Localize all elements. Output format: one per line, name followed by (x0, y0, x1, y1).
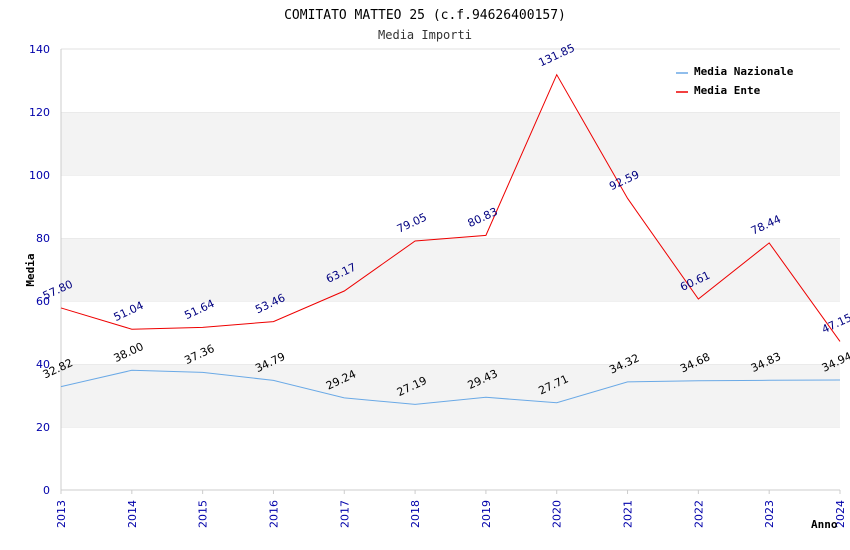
y-tick-label: 100 (29, 169, 50, 182)
chart-subtitle: Media Importi (378, 28, 472, 42)
grid-band (61, 238, 840, 301)
y-ticks: 0 20 40 60 80 100 120 140 (29, 43, 50, 497)
legend-label-media-ente: Media Ente (694, 84, 761, 97)
grid-band (61, 427, 840, 490)
x-ticks: 2013 2014 2015 2016 2017 2018 2019 2020 2021 2022… (55, 490, 847, 528)
x-tick-label: 2021 (622, 500, 635, 528)
x-tick-label: 2016 (267, 500, 280, 528)
x-tick-label: 2017 (338, 500, 351, 528)
x-tick-label: 2022 (692, 500, 705, 528)
grid-bands (61, 48, 840, 490)
x-tick-label: 2024 (834, 500, 847, 528)
x-tick-label: 2023 (763, 500, 776, 528)
y-tick-label: 40 (36, 358, 50, 371)
x-tick-label: 2014 (126, 500, 139, 528)
grid-band (61, 49, 840, 112)
x-tick-label: 2013 (55, 500, 68, 528)
grid-band (61, 364, 840, 427)
legend: Media Nazionale Media Ente (676, 65, 794, 97)
grid-band (61, 112, 840, 175)
grid-band (61, 301, 840, 364)
x-tick-label: 2020 (551, 500, 564, 528)
y-tick-label: 120 (29, 106, 50, 119)
y-tick-label: 60 (36, 295, 50, 308)
y-tick-label: 140 (29, 43, 50, 56)
y-axis-label: Media (24, 253, 37, 286)
axes (60, 49, 840, 491)
legend-label-media-nazionale: Media Nazionale (694, 65, 794, 78)
chart-title: COMITATO MATTEO 25 (c.f.94626400157) (284, 8, 566, 23)
x-tick-label: 2019 (480, 500, 493, 528)
series-line-media-ente (60, 73, 841, 342)
x-axis-label: Anno (811, 518, 838, 531)
grid-band (61, 175, 840, 238)
y-tick-label: 80 (36, 232, 50, 245)
x-tick-label: 2015 (197, 500, 210, 528)
y-tick-label: 0 (43, 484, 50, 497)
x-tick-label: 2018 (409, 500, 422, 528)
series-lines (60, 73, 841, 405)
series-line-media-nazionale (60, 369, 841, 405)
y-tick-label: 20 (36, 421, 50, 434)
